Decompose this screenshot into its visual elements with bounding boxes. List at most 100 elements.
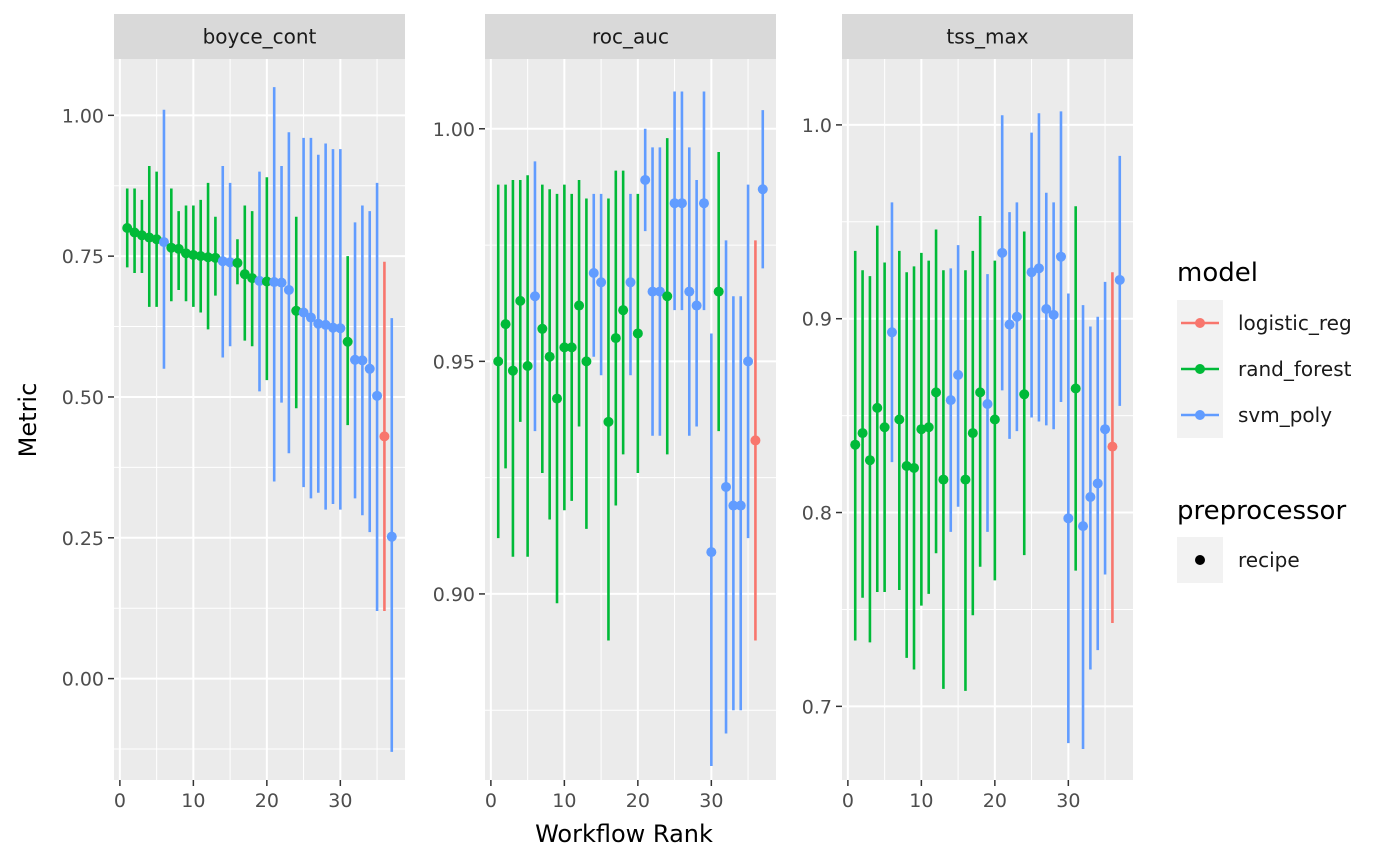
data-point xyxy=(706,547,717,558)
data-point xyxy=(850,439,861,450)
panel-tss_max: 0.7 0.8 0.9 1.0 0 10 20 30 tss_max xyxy=(802,14,1133,812)
data-marks xyxy=(122,87,397,752)
data-point xyxy=(1078,521,1089,532)
data-marks xyxy=(850,111,1125,749)
y-tick-label: 0.9 xyxy=(802,309,832,331)
data-point xyxy=(603,416,614,427)
y-tick-label: 0.7 xyxy=(802,696,832,718)
x-tick-label: 30 xyxy=(328,790,352,812)
data-point xyxy=(357,355,368,366)
x-tick-label: 0 xyxy=(842,790,854,812)
data-point xyxy=(960,474,971,485)
data-point xyxy=(713,286,724,297)
y-tick-label: 0.95 xyxy=(433,351,475,373)
data-point xyxy=(239,269,250,280)
y-tick-label: 0.50 xyxy=(62,387,104,409)
data-point xyxy=(1092,478,1103,489)
data-point xyxy=(879,422,890,433)
facet-panels: 0.000.250.500.751.000 10 20 30boyce_cont0.9… xyxy=(62,14,1133,812)
data-point xyxy=(654,286,665,297)
data-point xyxy=(500,319,511,330)
data-point xyxy=(566,342,577,353)
legend: model logistic_reg rand_forest svm_polyprep… xyxy=(1177,258,1352,583)
data-point xyxy=(350,354,361,365)
y-tick-label: 0.90 xyxy=(433,584,475,606)
data-point xyxy=(1033,263,1044,274)
data-point xyxy=(217,256,228,267)
data-point xyxy=(588,267,599,278)
data-point xyxy=(335,323,346,334)
data-point xyxy=(610,333,621,344)
data-point xyxy=(1063,513,1074,524)
data-point xyxy=(195,251,206,262)
y-axis-title: Metric xyxy=(14,383,42,458)
data-marks xyxy=(493,91,768,767)
data-point xyxy=(342,336,353,347)
facet-strip xyxy=(485,14,776,59)
data-point xyxy=(305,312,316,323)
data-point xyxy=(327,322,338,333)
facet-strip-label: tss_max xyxy=(946,25,1028,49)
data-point xyxy=(618,305,629,316)
data-point xyxy=(857,428,868,439)
data-point xyxy=(735,500,746,511)
data-point xyxy=(625,277,636,288)
data-point xyxy=(1048,309,1059,320)
data-point xyxy=(173,243,184,254)
data-point xyxy=(544,351,555,362)
data-point xyxy=(596,277,607,288)
y-tick-label: 1.0 xyxy=(802,115,832,137)
data-point xyxy=(507,365,518,376)
data-point xyxy=(298,307,309,318)
data-point xyxy=(721,481,732,492)
data-point xyxy=(1114,274,1125,285)
legend-key-point xyxy=(1195,364,1205,374)
legend-key-point xyxy=(1195,318,1205,328)
data-point xyxy=(254,275,265,286)
data-point xyxy=(997,247,1008,258)
legend-key-point xyxy=(1195,555,1205,565)
data-point xyxy=(872,402,883,413)
data-point xyxy=(1004,319,1015,330)
data-point xyxy=(662,291,673,302)
data-point xyxy=(1100,424,1111,435)
y-tick-label: 1.00 xyxy=(62,105,104,127)
y-tick-label: 0.00 xyxy=(62,669,104,691)
x-tick-label: 20 xyxy=(626,790,650,812)
data-point xyxy=(1055,251,1066,262)
legend-label: recipe xyxy=(1238,548,1300,572)
x-tick-label: 0 xyxy=(114,790,126,812)
data-point xyxy=(684,286,695,297)
data-point xyxy=(276,277,287,288)
x-tick-label: 20 xyxy=(255,790,279,812)
legend-label: svm_poly xyxy=(1238,403,1332,427)
data-point xyxy=(945,395,956,406)
legend-key-point xyxy=(1195,410,1205,420)
facet-strip-label: boyce_cont xyxy=(203,25,317,49)
y-tick-label: 1.00 xyxy=(433,119,475,141)
data-point xyxy=(529,291,540,302)
data-point xyxy=(938,474,949,485)
data-point xyxy=(1019,389,1030,400)
data-point xyxy=(1107,441,1118,452)
facet-strip xyxy=(114,14,405,59)
data-point xyxy=(574,300,585,311)
data-point xyxy=(269,277,280,288)
data-point xyxy=(283,284,294,295)
data-point xyxy=(158,237,169,248)
data-point xyxy=(581,356,592,367)
data-point xyxy=(364,363,375,374)
x-tick-label: 10 xyxy=(909,790,933,812)
x-axis-title: Workflow Rank xyxy=(535,820,713,848)
data-point xyxy=(1011,311,1022,322)
x-tick-label: 10 xyxy=(552,790,576,812)
data-point xyxy=(372,390,383,401)
data-point xyxy=(989,414,1000,425)
data-point xyxy=(691,300,702,311)
y-tick-label: 0.75 xyxy=(62,246,104,268)
y-tick-label: 0.25 xyxy=(62,528,104,550)
data-point xyxy=(698,198,709,209)
data-point xyxy=(261,276,272,287)
data-point xyxy=(1041,304,1052,315)
data-point xyxy=(975,387,986,398)
